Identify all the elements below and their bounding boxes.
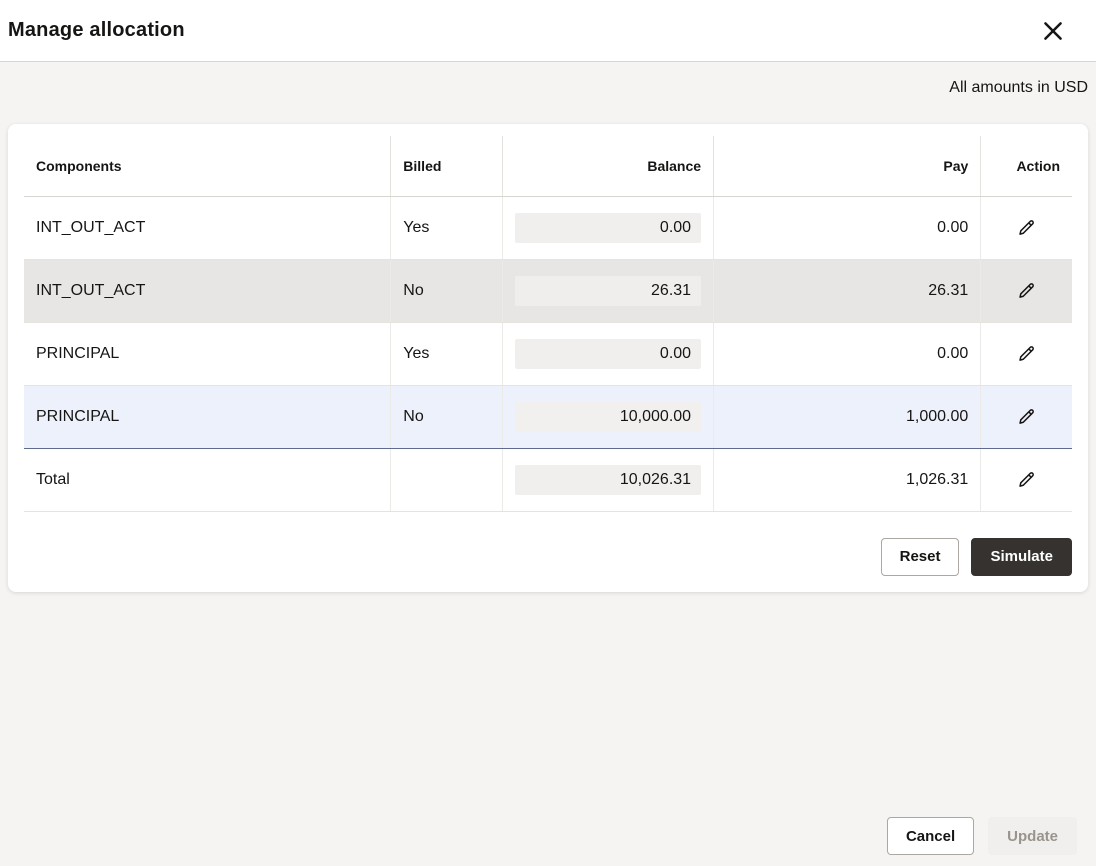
- edit-icon: [1019, 283, 1035, 298]
- action-cell: [980, 384, 1072, 449]
- table-row: PRINCIPAL Yes 0.00 0.00: [24, 322, 1072, 386]
- close-icon: [1044, 21, 1062, 40]
- close-button[interactable]: [1036, 14, 1070, 48]
- balance-cell: 10,026.31: [502, 448, 715, 512]
- column-header-components: Components: [24, 136, 392, 197]
- balance-field: 0.00: [515, 212, 702, 243]
- card-actions: Reset Simulate: [24, 512, 1072, 576]
- action-cell: [980, 259, 1072, 323]
- balance-field: 10,000.00: [515, 401, 702, 432]
- component-cell: INT_OUT_ACT: [24, 259, 392, 323]
- pay-cell: 0.00: [713, 322, 982, 386]
- dialog-body: All amounts in USD Components Billed Balan…: [0, 62, 1096, 592]
- pay-cell: 1,000.00: [713, 384, 982, 449]
- column-header-balance: Balance: [502, 136, 715, 197]
- edit-button[interactable]: [1010, 211, 1044, 245]
- pay-cell: 0.00: [713, 196, 982, 260]
- pay-cell: 1,026.31: [713, 448, 982, 512]
- billed-cell: [390, 448, 504, 512]
- component-cell: Total: [24, 448, 392, 512]
- allocation-table: Components Billed Balance Pay Action INT_OUT…: [24, 136, 1072, 512]
- action-cell: [980, 322, 1072, 386]
- billed-cell: No: [390, 384, 504, 449]
- update-button[interactable]: Update: [988, 817, 1077, 855]
- balance-cell: 26.31: [502, 259, 715, 323]
- page-title: Manage allocation: [8, 19, 185, 41]
- action-cell: [980, 196, 1072, 260]
- balance-field: 26.31: [515, 275, 702, 306]
- edit-button[interactable]: [1010, 274, 1044, 308]
- dialog-header: Manage allocation: [0, 0, 1096, 62]
- edit-button[interactable]: [1010, 400, 1044, 434]
- table-header-row: Components Billed Balance Pay Action: [24, 136, 1072, 197]
- edit-icon: [1019, 346, 1035, 361]
- edit-icon: [1019, 220, 1035, 235]
- edit-icon: [1019, 472, 1035, 487]
- simulate-button[interactable]: Simulate: [971, 537, 1072, 576]
- amounts-note: All amounts in USD: [949, 79, 1088, 96]
- balance-cell: 0.00: [502, 196, 715, 260]
- component-cell: PRINCIPAL: [24, 384, 392, 449]
- balance-cell: 10,000.00: [502, 384, 715, 449]
- balance-field: 0.00: [515, 338, 702, 369]
- balance-cell: 0.00: [502, 322, 715, 386]
- table-row: INT_OUT_ACT No 26.31 26.31: [24, 259, 1072, 323]
- cancel-button[interactable]: Cancel: [886, 817, 975, 855]
- billed-cell: Yes: [390, 322, 504, 386]
- column-header-billed: Billed: [390, 136, 504, 197]
- table-row: PRINCIPAL No 10,000.00 1,000.00: [24, 384, 1072, 449]
- edit-button[interactable]: [1010, 463, 1044, 497]
- component-cell: INT_OUT_ACT: [24, 196, 392, 260]
- reset-button[interactable]: Reset: [880, 537, 960, 576]
- column-header-pay: Pay: [713, 136, 982, 197]
- component-cell: PRINCIPAL: [24, 322, 392, 386]
- pay-cell: 26.31: [713, 259, 982, 323]
- column-header-action: Action: [980, 136, 1072, 197]
- billed-cell: No: [390, 259, 504, 323]
- table-row-total: Total 10,026.31 1,026.31: [24, 448, 1072, 512]
- table-row: INT_OUT_ACT Yes 0.00 0.00: [24, 196, 1072, 260]
- action-cell: [980, 448, 1072, 512]
- edit-icon: [1019, 409, 1035, 424]
- allocation-card: Components Billed Balance Pay Action INT_OUT…: [8, 124, 1088, 592]
- billed-cell: Yes: [390, 196, 504, 260]
- footer-actions: Cancel Update: [886, 817, 1077, 855]
- edit-button[interactable]: [1010, 337, 1044, 371]
- balance-field: 10,026.31: [515, 464, 702, 495]
